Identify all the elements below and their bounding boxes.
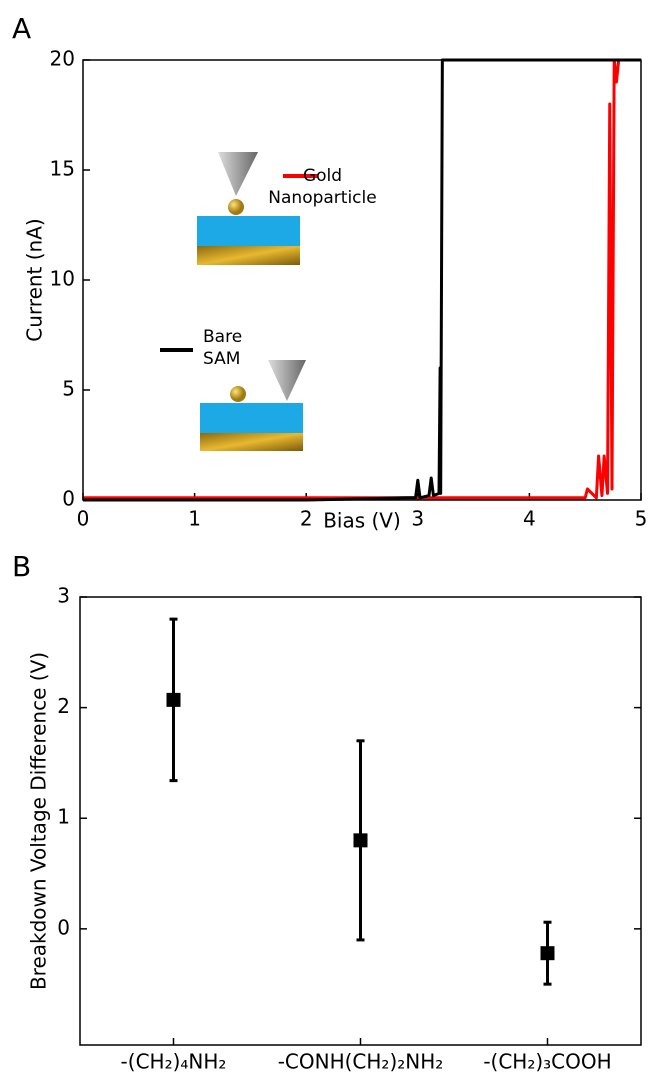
y-tick-label: 0 xyxy=(62,487,75,511)
plot-frame xyxy=(82,59,642,501)
x-tick-label: 0 xyxy=(77,507,90,531)
y-tick-label: 1 xyxy=(57,805,70,829)
inset-gold xyxy=(197,152,300,265)
x-axis-title: Bias (V) xyxy=(323,509,401,533)
x-tick-label: -(CH₂)₄NH₂ xyxy=(121,1050,227,1074)
y-tick-label: 15 xyxy=(50,157,75,181)
plot-frame xyxy=(79,596,642,1046)
x-tick-label: 2 xyxy=(300,507,313,531)
y-tick-label: 2 xyxy=(57,694,70,718)
x-tick-label: -CONH(CH₂)₂NH₂ xyxy=(278,1050,444,1074)
x-tick-label: 1 xyxy=(188,507,201,531)
x-tick-label: -(CH₂)₃COOH xyxy=(483,1050,611,1074)
panel-label: B xyxy=(12,550,31,583)
y-tick-label: 20 xyxy=(50,47,75,71)
y-tick-label: 3 xyxy=(57,584,70,608)
y-axis-title: Current (nA) xyxy=(23,218,47,341)
marker xyxy=(166,692,181,707)
y-tick-label: 10 xyxy=(50,267,75,291)
legend-label: Gold Nanoparticle xyxy=(268,166,377,208)
data-line xyxy=(83,58,641,502)
marker xyxy=(540,946,555,961)
y-tick-label: 5 xyxy=(62,377,75,401)
x-tick-label: 3 xyxy=(411,507,424,531)
x-tick-label: 4 xyxy=(523,507,536,531)
y-axis-title: Breakdown Voltage Difference (V) xyxy=(27,652,51,990)
x-tick-label: 5 xyxy=(635,507,648,531)
y-tick-label: 0 xyxy=(57,915,70,939)
panel-label: A xyxy=(12,12,31,45)
marker xyxy=(353,833,368,848)
data-line xyxy=(83,58,641,500)
inset-bare xyxy=(200,360,306,451)
legend-label: Bare SAM xyxy=(203,327,243,369)
